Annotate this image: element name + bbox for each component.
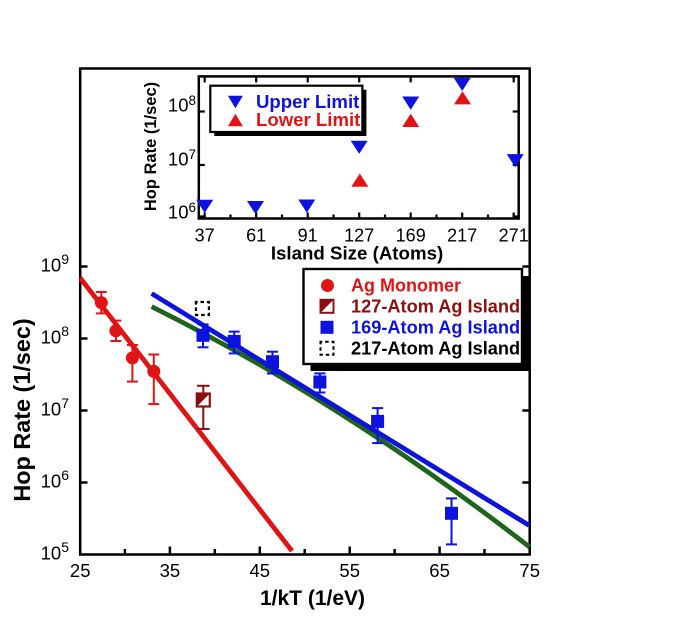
svg-text:127: 127 xyxy=(344,226,374,246)
svg-text:127-Atom Ag Island: 127-Atom Ag Island xyxy=(351,297,520,317)
svg-text:Hop Rate (1/sec): Hop Rate (1/sec) xyxy=(9,318,35,501)
svg-text:217: 217 xyxy=(447,226,477,246)
svg-text:Hop Rate (1/sec): Hop Rate (1/sec) xyxy=(142,82,160,211)
svg-text:106: 106 xyxy=(41,467,70,492)
svg-text:91: 91 xyxy=(298,226,318,246)
svg-text:Upper Limit: Upper Limit xyxy=(256,91,359,112)
svg-text:65: 65 xyxy=(429,560,450,581)
svg-text:169: 169 xyxy=(396,226,426,246)
svg-text:Island Size (Atoms): Island Size (Atoms) xyxy=(271,243,443,264)
svg-text:25: 25 xyxy=(70,560,91,581)
svg-text:55: 55 xyxy=(339,560,360,581)
svg-text:45: 45 xyxy=(250,560,271,581)
svg-text:61: 61 xyxy=(246,226,266,246)
svg-text:169-Atom Ag Island: 169-Atom Ag Island xyxy=(351,318,520,338)
svg-text:Lower Limit: Lower Limit xyxy=(256,109,360,130)
svg-text:217-Atom Ag Island: 217-Atom Ag Island xyxy=(351,339,520,359)
svg-text:Ag Monomer: Ag Monomer xyxy=(351,276,461,296)
svg-text:1/kT (1/eV): 1/kT (1/eV) xyxy=(260,587,365,610)
svg-text:35: 35 xyxy=(160,560,181,581)
svg-text:271: 271 xyxy=(499,226,529,246)
svg-text:75: 75 xyxy=(519,560,540,581)
svg-text:37: 37 xyxy=(195,226,215,246)
